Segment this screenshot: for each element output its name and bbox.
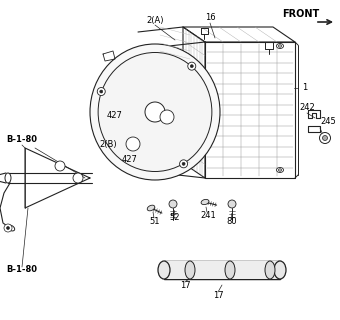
- Circle shape: [6, 227, 10, 229]
- Text: 17: 17: [180, 281, 190, 290]
- Circle shape: [145, 102, 165, 122]
- Circle shape: [190, 65, 193, 68]
- Circle shape: [188, 62, 196, 70]
- Circle shape: [323, 135, 327, 140]
- Ellipse shape: [278, 45, 282, 47]
- Text: 242: 242: [299, 103, 315, 113]
- Polygon shape: [164, 261, 280, 279]
- Circle shape: [169, 200, 177, 208]
- Circle shape: [97, 88, 105, 96]
- Circle shape: [182, 162, 185, 165]
- Text: 245: 245: [320, 117, 336, 126]
- Ellipse shape: [265, 261, 275, 279]
- Ellipse shape: [276, 167, 284, 172]
- Ellipse shape: [90, 44, 220, 180]
- Text: B: B: [131, 140, 136, 148]
- Circle shape: [126, 137, 140, 151]
- Text: B-1-80: B-1-80: [6, 135, 37, 145]
- Circle shape: [320, 132, 330, 143]
- Ellipse shape: [225, 261, 235, 279]
- Text: 52: 52: [170, 213, 180, 222]
- Ellipse shape: [201, 199, 209, 204]
- Text: 241: 241: [200, 211, 216, 220]
- Text: A: A: [164, 113, 170, 122]
- Text: 427: 427: [107, 110, 123, 119]
- Ellipse shape: [276, 44, 284, 49]
- Ellipse shape: [5, 173, 11, 183]
- Ellipse shape: [158, 261, 170, 279]
- Ellipse shape: [147, 205, 155, 211]
- Ellipse shape: [7, 225, 15, 231]
- Circle shape: [100, 90, 103, 93]
- Text: 16: 16: [205, 13, 215, 22]
- Circle shape: [55, 161, 65, 171]
- Ellipse shape: [278, 169, 282, 171]
- Text: 51: 51: [150, 218, 160, 227]
- Text: 80: 80: [227, 218, 237, 227]
- Text: 2(B): 2(B): [99, 140, 117, 149]
- Text: B-1-80: B-1-80: [6, 266, 37, 275]
- Circle shape: [228, 200, 236, 208]
- Text: B: B: [57, 163, 62, 169]
- Circle shape: [160, 110, 174, 124]
- Circle shape: [180, 160, 188, 168]
- Text: 17: 17: [213, 291, 223, 300]
- Ellipse shape: [185, 261, 195, 279]
- Circle shape: [4, 224, 12, 232]
- Text: FRONT: FRONT: [282, 9, 319, 19]
- Ellipse shape: [274, 261, 286, 279]
- Circle shape: [73, 173, 83, 183]
- Ellipse shape: [98, 52, 212, 172]
- Text: A: A: [75, 175, 80, 181]
- Text: 1: 1: [302, 84, 308, 92]
- Text: 2(A): 2(A): [146, 15, 164, 25]
- Text: 427: 427: [122, 156, 138, 164]
